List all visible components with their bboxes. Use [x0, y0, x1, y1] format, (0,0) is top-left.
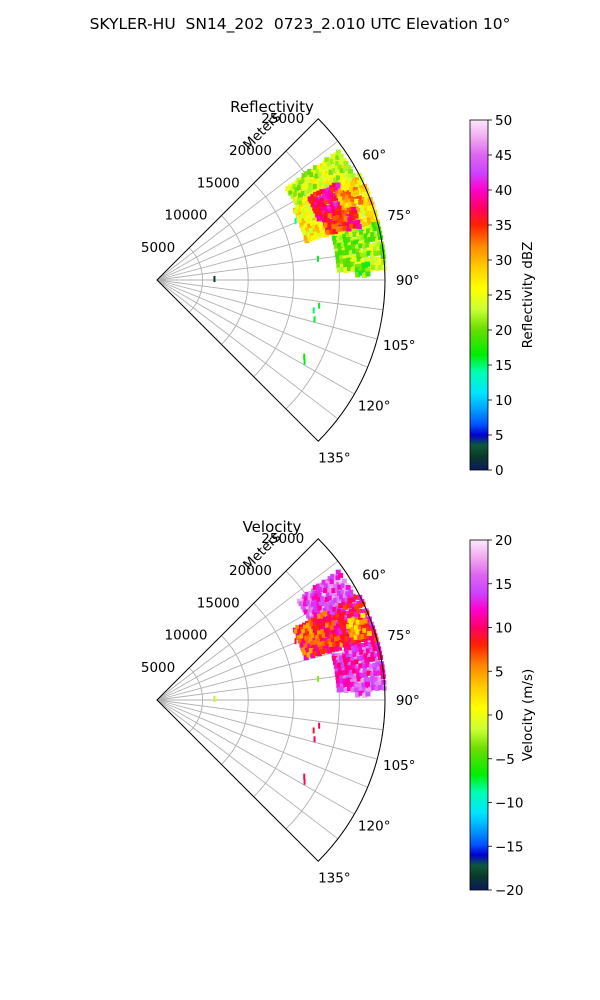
echo-gate: [303, 353, 306, 360]
azimuth-gridline: [156, 279, 378, 340]
echo-gate: [313, 316, 316, 323]
azimuth-tick-label: 90°: [396, 693, 420, 709]
azimuth-gridline: [156, 140, 339, 281]
echo-region: [331, 641, 387, 693]
colorbar-tick-label: 10: [495, 621, 512, 637]
sector-frame: [156, 118, 386, 442]
colorbar-tick-label: −10: [495, 796, 524, 812]
azimuth-gridline: [156, 640, 378, 701]
panel-title: Reflectivity: [230, 98, 314, 116]
azimuth-gridline: [156, 699, 384, 731]
echo-gate: [318, 722, 321, 729]
echo-gate: [312, 307, 315, 314]
colorbar-tick-label: 20: [495, 323, 512, 339]
velocity-panel: Velocity500010000150002000025000Meters60…: [141, 518, 536, 899]
radial-tick-label: 15000: [197, 595, 240, 611]
colorbar-tick-label: 30: [495, 253, 512, 269]
colorbar-tick-label: −15: [495, 839, 524, 855]
colorbar-tick-label: 10: [495, 393, 512, 409]
echo-region: [354, 261, 371, 278]
colorbar-tick-label: 45: [495, 148, 512, 164]
echo-gate: [312, 727, 315, 734]
radial-tick-label: 15000: [197, 175, 240, 191]
colorbar-label: Reflectivity dBZ: [520, 242, 536, 349]
azimuth-gridline: [156, 279, 355, 395]
radial-tick-label: 10000: [165, 208, 208, 224]
colorbar-tick-label: 0: [495, 708, 504, 724]
azimuth-tick-label: 60°: [362, 568, 386, 584]
azimuth-gridline: [156, 699, 355, 815]
azimuth-gridline: [156, 279, 384, 311]
azimuth-tick-label: 135°: [318, 870, 351, 886]
colorbar-tick-label: 40: [495, 183, 512, 199]
colorbar-tick-label: 15: [495, 577, 512, 593]
echo-gate: [294, 218, 297, 225]
colorbar: [469, 119, 489, 471]
echo-gate: [313, 736, 316, 743]
colorbar-tick-label: 50: [495, 113, 512, 129]
azimuth-tick-label: 105°: [383, 758, 416, 774]
echo-region: [345, 612, 372, 643]
azimuth-gridline: [156, 699, 378, 760]
colorbar-tick-label: 15: [495, 358, 512, 374]
sector-frame: [156, 538, 386, 862]
colorbar-tick-label: −20: [495, 883, 524, 899]
colorbar-label: Velocity (m/s): [520, 669, 536, 762]
colorbar-tick-label: −5: [495, 752, 515, 768]
echo-gate: [318, 302, 321, 309]
echo-region: [321, 206, 362, 235]
echo-gate: [303, 778, 306, 785]
echo-region: [292, 610, 345, 661]
echo-gate: [213, 695, 216, 702]
colorbar-tick-label: 5: [495, 664, 504, 680]
radial-tick-label: 5000: [141, 660, 175, 676]
azimuth-gridline: [156, 279, 368, 368]
radial-tick-label: 25000: [261, 531, 304, 547]
azimuth-tick-label: 135°: [318, 450, 351, 466]
azimuth-gridline: [156, 699, 339, 840]
colorbar-tick-label: 25: [495, 288, 512, 304]
radial-tick-label: 20000: [229, 563, 272, 579]
echo-gate: [303, 358, 306, 365]
azimuth-tick-label: 105°: [383, 338, 416, 354]
echo-gate: [303, 773, 306, 780]
azimuth-tick-label: 120°: [358, 398, 391, 414]
echo-region: [354, 681, 371, 698]
colorbar-tick-label: 0: [495, 463, 504, 479]
echo-gate: [316, 675, 319, 682]
azimuth-gridline: [156, 560, 339, 701]
colorbar-tick-label: 35: [495, 218, 512, 234]
radial-tick-label: 20000: [229, 143, 272, 159]
colorbar-tick-label: 20: [495, 533, 512, 549]
azimuth-gridline: [156, 699, 368, 788]
echo-region: [335, 181, 364, 211]
echo-gate: [316, 255, 319, 262]
colorbar-tick-label: 5: [495, 428, 504, 444]
echo-gate: [213, 275, 216, 282]
colorbar: [469, 539, 489, 891]
figure-title: SKYLER-HU SN14_202 0723_2.010 UTC Elevat…: [89, 15, 511, 33]
azimuth-tick-label: 75°: [387, 208, 411, 224]
azimuth-tick-label: 75°: [387, 628, 411, 644]
azimuth-tick-label: 60°: [362, 148, 386, 164]
echo-region: [296, 569, 356, 622]
panel-title: Velocity: [243, 518, 302, 536]
azimuth-gridline: [156, 279, 339, 420]
azimuth-tick-label: 120°: [358, 818, 391, 834]
azimuth-tick-label: 90°: [396, 273, 420, 289]
echo-gate: [294, 638, 297, 645]
radial-tick-label: 25000: [261, 111, 304, 127]
radial-tick-label: 10000: [165, 628, 208, 644]
radial-tick-label: 5000: [141, 240, 175, 256]
reflectivity-panel: Reflectivity500010000150002000025000Mete…: [141, 98, 536, 479]
